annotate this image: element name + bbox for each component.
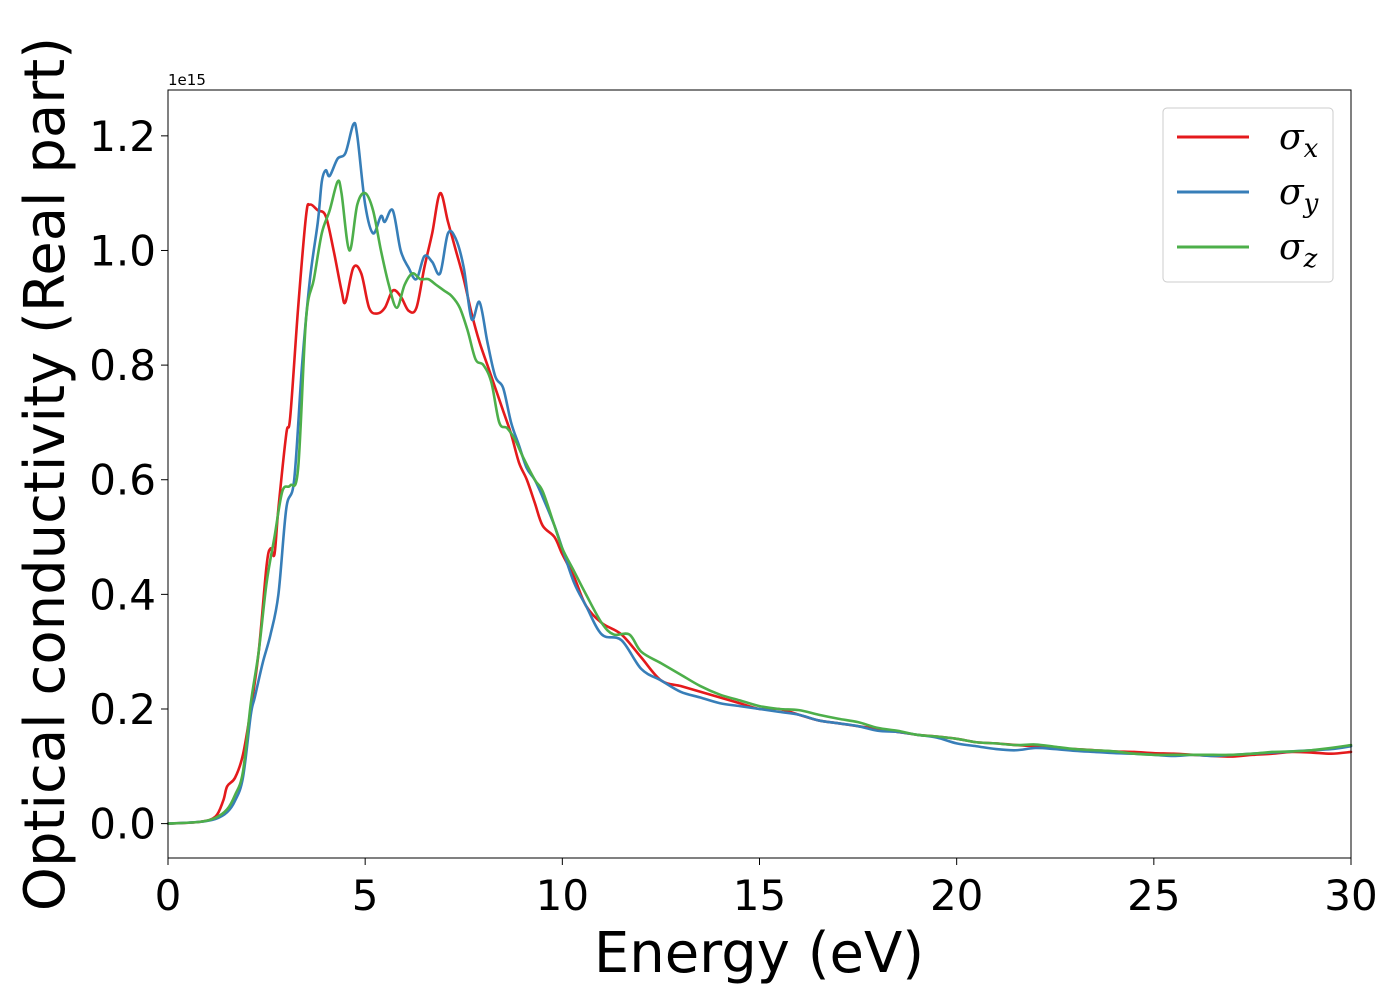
series-line-z: [166, 179, 1353, 825]
legend-subscript: x: [1304, 134, 1319, 164]
series-layer: [166, 121, 1353, 825]
legend-subscript: z: [1303, 244, 1318, 274]
y-tick-label: 0.6: [89, 456, 156, 505]
legend-subscript: y: [1303, 189, 1319, 219]
x-tick-label: 30: [1324, 871, 1377, 920]
x-tick-label: 5: [352, 871, 379, 920]
legend-label-x: σx: [1279, 117, 1319, 164]
x-tick-label: 20: [930, 871, 983, 920]
x-axis: 0 5 10 15 20 25 30: [155, 858, 1378, 920]
y-tick-label: 0.0: [89, 800, 156, 849]
y-tick-label: 0.2: [89, 685, 156, 734]
legend-symbol: σ: [1279, 117, 1305, 158]
legend-label-z: σz: [1279, 227, 1318, 274]
axes-background: [168, 90, 1351, 858]
y-tick-label: 1.0: [89, 226, 156, 275]
x-tick-label: 10: [536, 871, 589, 920]
y-tick-label: 1.2: [89, 112, 156, 161]
y-tick-label: 0.8: [89, 341, 156, 390]
legend-symbol: σ: [1279, 172, 1305, 213]
legend-label-y: σy: [1279, 172, 1319, 219]
y-offset-text: 1e15: [168, 71, 206, 89]
legend-frame: [1162, 107, 1334, 283]
legend-symbol: σ: [1279, 227, 1305, 268]
y-axis-title: Optical conductivity (Real part): [13, 37, 78, 911]
y-tick-label: 0.4: [89, 570, 156, 619]
plot-area: [166, 89, 1353, 859]
y-axis: 0.0 0.2 0.4 0.6 0.8 1.0 1.2: [89, 112, 168, 849]
series-line-y: [166, 121, 1353, 825]
x-tick-label: 25: [1127, 871, 1180, 920]
x-axis-title: Energy (eV): [594, 921, 924, 986]
x-tick-label: 15: [733, 871, 786, 920]
x-tick-label: 0: [155, 871, 182, 920]
